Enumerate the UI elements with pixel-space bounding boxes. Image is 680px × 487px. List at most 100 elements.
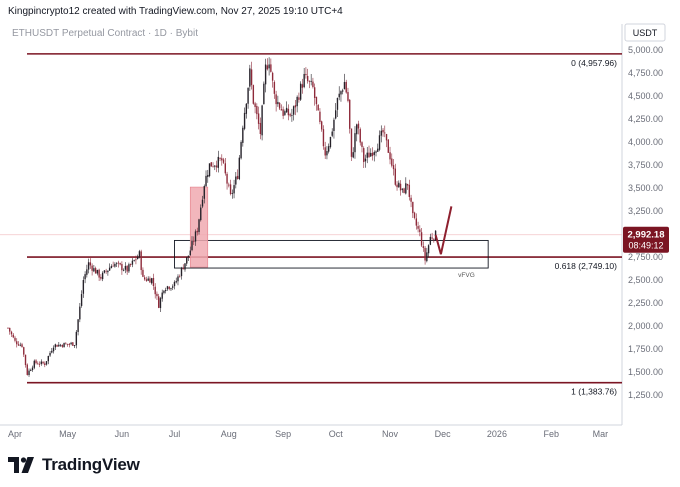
candle-body xyxy=(354,133,356,153)
fvg-box[interactable] xyxy=(174,239,489,269)
candle-body xyxy=(79,306,81,320)
candle-body xyxy=(371,152,374,157)
candle-body xyxy=(429,236,432,245)
candle-body xyxy=(347,92,349,101)
candle-body xyxy=(433,238,435,240)
candle-body xyxy=(117,262,120,264)
candle-body xyxy=(259,122,262,135)
candle-body xyxy=(240,142,242,159)
candle-body xyxy=(203,186,205,199)
candle-body xyxy=(110,266,113,269)
candle-body xyxy=(63,343,65,348)
candle-body xyxy=(287,108,290,116)
candle-body xyxy=(285,107,288,113)
time-tick-label: Nov xyxy=(382,429,399,439)
candle-body xyxy=(121,264,123,271)
price-tick-label: 2,000.00 xyxy=(628,321,663,331)
time-tick-label: Feb xyxy=(544,429,560,439)
current-price-badge[interactable] xyxy=(623,226,669,253)
candle-body xyxy=(10,331,13,335)
candle-body xyxy=(420,232,423,246)
candle-body xyxy=(271,72,274,81)
candle-body xyxy=(250,69,253,86)
candle-body xyxy=(385,134,388,141)
candle-body xyxy=(138,251,141,258)
currency-badge[interactable] xyxy=(624,23,666,42)
candle-body xyxy=(380,130,382,136)
candle-body xyxy=(161,292,163,299)
chart-credit: Kingpincrypto12 created with TradingView… xyxy=(8,6,343,17)
candle-body xyxy=(7,327,9,329)
candle-body xyxy=(370,152,372,157)
current-price-value: 2,992.18 xyxy=(628,230,665,241)
candle-body xyxy=(406,183,409,186)
chart[interactable]: ETHUSDT Perpetual Contract · 1D · Bybit … xyxy=(0,0,680,452)
candle-body xyxy=(361,142,363,147)
candle-body xyxy=(257,113,260,124)
candle-body xyxy=(182,267,184,270)
time-tick-label: Mar xyxy=(593,429,609,439)
candle-body xyxy=(238,157,241,180)
candle-body xyxy=(184,263,186,270)
tradingview-brand: TradingView xyxy=(8,452,140,478)
candle-body xyxy=(333,119,335,131)
candle-body xyxy=(9,327,11,332)
candle-body xyxy=(226,173,228,184)
candle-body xyxy=(61,344,64,347)
candle-body xyxy=(75,331,78,346)
candle-body xyxy=(350,128,353,157)
candle-body xyxy=(100,276,102,279)
candle-body xyxy=(115,263,118,265)
candle-body xyxy=(327,146,330,152)
candle-body xyxy=(313,87,316,98)
candle-body xyxy=(233,185,235,194)
price-tick-label: 4,000.00 xyxy=(628,137,663,147)
candle-body xyxy=(303,73,305,88)
candle-body xyxy=(156,293,158,297)
price-tick-label: 4,750.00 xyxy=(628,68,663,78)
candle-body xyxy=(275,94,277,105)
candle-body xyxy=(35,360,37,364)
chart-title: ETHUSDT Perpetual Contract · 1D · Bybit xyxy=(12,28,198,39)
candle-body xyxy=(224,163,226,174)
candle-body xyxy=(331,131,333,136)
candle-body xyxy=(103,270,106,273)
candle-body xyxy=(261,105,263,136)
candle-body xyxy=(356,124,358,135)
candle-body xyxy=(305,73,307,76)
candle-body xyxy=(403,188,405,193)
candle-body xyxy=(17,344,20,346)
time-tick-label: Apr xyxy=(8,429,22,439)
price-tick-label: 2,250.00 xyxy=(628,298,663,308)
candle-body xyxy=(194,231,197,242)
candle-body xyxy=(200,207,202,221)
time-tick-label: Jun xyxy=(115,429,130,439)
candle-body xyxy=(126,265,128,272)
candle-body xyxy=(359,129,361,143)
candle-body xyxy=(54,344,57,348)
candle-body xyxy=(82,280,85,294)
candle-body xyxy=(14,337,16,341)
candle-body xyxy=(357,123,360,129)
candle-body xyxy=(412,201,414,214)
candle-body xyxy=(37,363,39,365)
candle-body xyxy=(426,252,428,262)
candle-body xyxy=(336,97,339,110)
candle-body xyxy=(149,278,151,283)
candle-body xyxy=(389,152,391,160)
candle-body xyxy=(158,296,160,308)
zones: vFVG xyxy=(174,186,489,279)
time-tick-label: 2026 xyxy=(487,429,507,439)
candle-body xyxy=(124,265,127,270)
candle-body xyxy=(306,75,309,82)
candle-body xyxy=(30,369,32,371)
candle-body xyxy=(398,182,400,188)
price-tick-label: 1,250.00 xyxy=(628,390,663,400)
time-tick-label: Oct xyxy=(329,429,344,439)
candle-body xyxy=(221,158,223,161)
candle-body xyxy=(373,152,375,155)
candle-body xyxy=(364,158,367,162)
candle-body xyxy=(243,112,246,129)
candle-body xyxy=(254,103,256,107)
projection-path[interactable] xyxy=(434,206,453,255)
